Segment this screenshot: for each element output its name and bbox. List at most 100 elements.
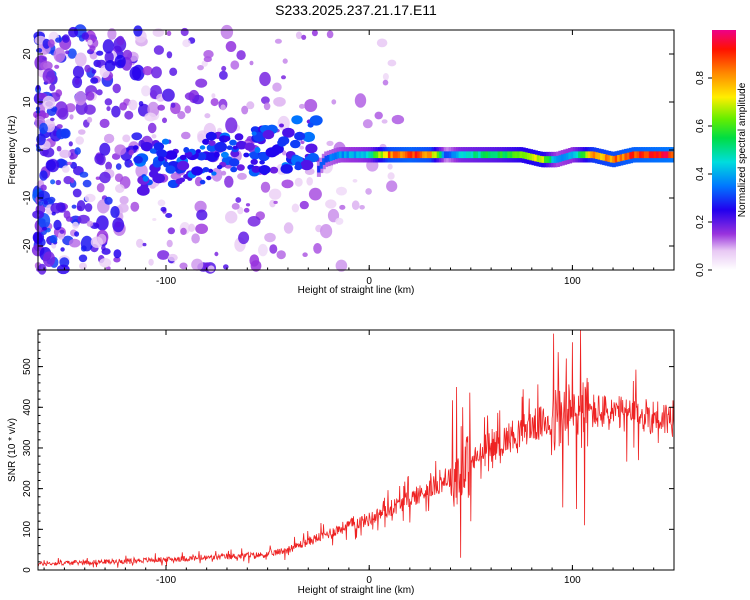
- ridge-cluster-blob: [199, 179, 206, 185]
- y-tick-label: -10: [22, 190, 33, 205]
- noise-blob: [37, 201, 44, 206]
- ridge-core: [417, 151, 421, 159]
- ridge-cluster-blob: [307, 152, 319, 163]
- ridge-point: [142, 175, 149, 182]
- noise-blob: [107, 28, 117, 40]
- noise-blob: [201, 60, 208, 67]
- noise-blob: [352, 179, 358, 183]
- ridge-cluster-blob: [309, 115, 323, 126]
- colorbar-tick-label: 0.2: [695, 215, 706, 229]
- ridge-point: [163, 161, 169, 168]
- noise-blob: [124, 110, 134, 120]
- noise-blob: [99, 171, 111, 184]
- ridge-cluster-blob: [153, 142, 165, 151]
- noise-blob: [104, 98, 113, 106]
- noise-blob: [204, 113, 211, 119]
- x-tick-label: 100: [564, 276, 581, 287]
- noise-blob: [87, 39, 93, 46]
- noise-blob: [354, 93, 367, 108]
- ridge-cluster-blob: [294, 131, 306, 141]
- ridge-core: [414, 151, 418, 159]
- noise-blob: [101, 248, 111, 255]
- noise-blob: [61, 165, 70, 173]
- noise-blob: [283, 222, 294, 234]
- ridge-core: [331, 153, 335, 161]
- noise-blob: [220, 104, 226, 111]
- ridge-cluster-blob: [300, 159, 314, 171]
- spectrogram-y-label: Frequency (Hz): [7, 116, 18, 185]
- noise-blob: [157, 104, 165, 111]
- ridge-core: [575, 151, 579, 159]
- noise-blob: [59, 229, 65, 234]
- noise-blob: [264, 232, 276, 243]
- noise-blob: [67, 48, 77, 59]
- ridge-core: [405, 151, 409, 159]
- ridge-core: [468, 151, 472, 159]
- noise-blob: [180, 27, 189, 37]
- noise-blob: [65, 103, 76, 113]
- noise-blob: [36, 133, 46, 146]
- noise-blob: [56, 264, 70, 275]
- noise-blob: [78, 254, 88, 263]
- noise-blob: [99, 142, 111, 156]
- colorbar-tick-label: 0.0: [695, 263, 706, 277]
- noise-blob: [144, 112, 157, 122]
- ridge-core: [441, 151, 445, 159]
- ridge-core: [592, 151, 596, 159]
- ridge-cluster-blob: [179, 154, 187, 161]
- ridge-core: [463, 151, 467, 159]
- ridge-core: [600, 153, 604, 161]
- ridge-cluster-blob: [290, 139, 301, 149]
- ridge-core: [629, 152, 633, 159]
- noise-blob: [42, 68, 56, 84]
- snr-frame: [37, 329, 675, 571]
- ridge-core: [492, 151, 496, 159]
- noise-blob: [263, 102, 271, 111]
- y-tick-label: 200: [22, 480, 33, 497]
- noise-blob: [102, 39, 114, 54]
- ridge-cluster-blob: [157, 156, 165, 162]
- noise-blob: [225, 41, 237, 52]
- noise-blob: [40, 60, 53, 71]
- ridge-point: [254, 147, 261, 153]
- ridge-core: [648, 151, 652, 159]
- noise-blob: [238, 231, 250, 245]
- ridge-core: [639, 151, 643, 159]
- ridge-core: [465, 151, 470, 159]
- ridge-cluster-blob: [221, 151, 229, 158]
- noise-blob: [362, 119, 373, 129]
- ridge-core: [351, 151, 355, 159]
- noise-blob: [57, 107, 69, 120]
- noise-blob: [84, 193, 96, 203]
- colorbar-tick-label: 0.8: [695, 71, 706, 85]
- noise-blob: [74, 91, 87, 106]
- ridge-cluster-blob: [232, 145, 238, 150]
- noise-blob: [50, 179, 56, 185]
- ridge-core: [587, 151, 592, 159]
- x-tick-label: 100: [564, 575, 581, 586]
- y-tick-label: 20: [22, 48, 33, 60]
- ridge-cluster-blob: [279, 123, 284, 128]
- x-tick-label: 0: [366, 276, 372, 287]
- noise-blob: [47, 39, 55, 48]
- noise-blob: [141, 85, 151, 97]
- ridge-cluster-blob: [152, 160, 162, 168]
- ridge-core: [346, 151, 350, 159]
- noise-blob: [72, 65, 85, 79]
- noise-blob: [80, 235, 93, 252]
- ridge-cluster-blob: [282, 127, 295, 138]
- ridge-core: [429, 151, 433, 159]
- noise-blob: [131, 132, 143, 141]
- ridge-core: [597, 152, 601, 160]
- noise-blob: [177, 111, 186, 120]
- ridge-core: [412, 151, 416, 159]
- colorbar-tick-label: 0.4: [695, 167, 706, 181]
- ridge-cluster-blob: [196, 152, 207, 161]
- noise-blob: [50, 117, 55, 122]
- ridge-core: [541, 156, 545, 163]
- ridge-cluster-blob: [291, 115, 303, 125]
- noise-blob: [219, 70, 228, 80]
- noise-blob: [335, 217, 344, 225]
- noise-blob: [223, 264, 229, 270]
- ridge-core: [344, 151, 348, 159]
